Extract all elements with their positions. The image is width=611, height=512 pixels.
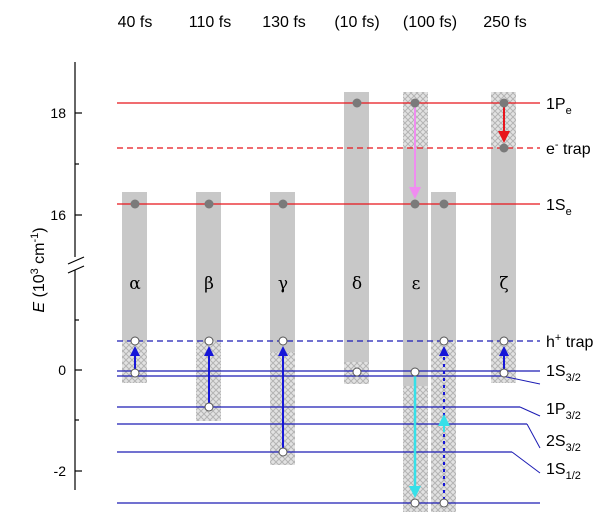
bar-delta — [344, 92, 369, 362]
timing-delta: (10 fs) — [334, 14, 379, 31]
label-e-trap: e- trap — [546, 139, 591, 158]
tick-0: 0 — [58, 362, 66, 378]
timing-alpha: 40 fs — [118, 14, 153, 31]
label-1p32: 1P3/2 — [546, 401, 581, 422]
level-labels: 1Pe e- trap 1Se h+ trap 1S3/2 1P3/2 2S3/… — [546, 96, 593, 482]
marker-epsilon2-htrap — [440, 337, 448, 345]
greek-gamma: γ — [278, 274, 288, 294]
marker-epsilon-1pe — [411, 99, 420, 108]
greek-zeta: ζ — [499, 274, 508, 294]
marker-alpha-1se — [131, 200, 140, 209]
marker-delta-1s32 — [353, 368, 361, 376]
timing-gamma: 130 fs — [262, 14, 306, 31]
level-1s12-leader — [512, 452, 540, 473]
greek-epsilon: ε — [412, 274, 421, 294]
y-ticks: 18 16 0 -2 — [50, 105, 66, 479]
label-1pe: 1Pe — [546, 96, 572, 117]
marker-epsilon-1se — [411, 200, 420, 209]
y-axis — [68, 62, 84, 490]
hatched-bars — [122, 92, 516, 512]
marker-gamma-htrap — [279, 337, 287, 345]
tick-minus2: -2 — [54, 463, 67, 479]
electron-levels — [117, 103, 540, 204]
marker-beta-1p32 — [205, 403, 213, 411]
tick-18: 18 — [50, 105, 66, 121]
marker-delta-1pe — [353, 99, 362, 108]
timing-zeta: 250 fs — [483, 14, 527, 31]
gray-bars — [122, 92, 516, 386]
label-2s32: 2S3/2 — [546, 433, 581, 454]
marker-alpha-1s32 — [131, 369, 139, 377]
marker-zeta-1pe — [500, 99, 509, 108]
bar-zeta — [491, 148, 516, 341]
axis-break-1 — [68, 257, 84, 264]
marker-gamma-1s12 — [279, 448, 287, 456]
label-h-trap: h+ trap — [546, 332, 593, 351]
hole-levels — [117, 341, 540, 503]
marker-zeta-1s32 — [500, 369, 508, 377]
marker-beta-htrap — [205, 337, 213, 345]
level-1p32-leader — [520, 407, 540, 416]
timing-headers: 40 fs 110 fs 130 fs (10 fs) (100 fs) 250… — [118, 14, 527, 31]
marker-alpha-htrap — [131, 337, 139, 345]
label-1s12: 1S1/2 — [546, 461, 581, 482]
bar-alpha — [122, 192, 147, 341]
bar-gamma — [270, 192, 295, 352]
bar-epsilon2 — [431, 192, 456, 341]
greek-beta: β — [204, 274, 214, 294]
marker-epsilon2-lowest — [440, 499, 448, 507]
timing-beta: 110 fs — [189, 14, 231, 31]
timing-epsilon: (100 fs) — [403, 14, 457, 31]
marker-epsilon2-1se — [440, 200, 449, 209]
marker-gamma-1se — [279, 200, 288, 209]
marker-beta-1se — [205, 200, 214, 209]
label-1s32: 1S3/2 — [546, 363, 581, 384]
marker-zeta-etrap — [500, 144, 509, 153]
level-2s32-leader — [527, 424, 540, 448]
axis-break-2 — [68, 266, 84, 273]
marker-epsilon-1s32 — [411, 368, 419, 376]
greek-delta: δ — [352, 274, 362, 294]
marker-zeta-htrap — [500, 337, 508, 345]
bar-beta — [196, 192, 221, 341]
tick-16: 16 — [50, 207, 66, 223]
y-axis-label: E (103 cm-1) — [29, 227, 48, 312]
label-1se: 1Se — [546, 197, 572, 218]
greek-alpha: α — [129, 274, 141, 294]
marker-epsilon-lowest — [411, 499, 419, 507]
